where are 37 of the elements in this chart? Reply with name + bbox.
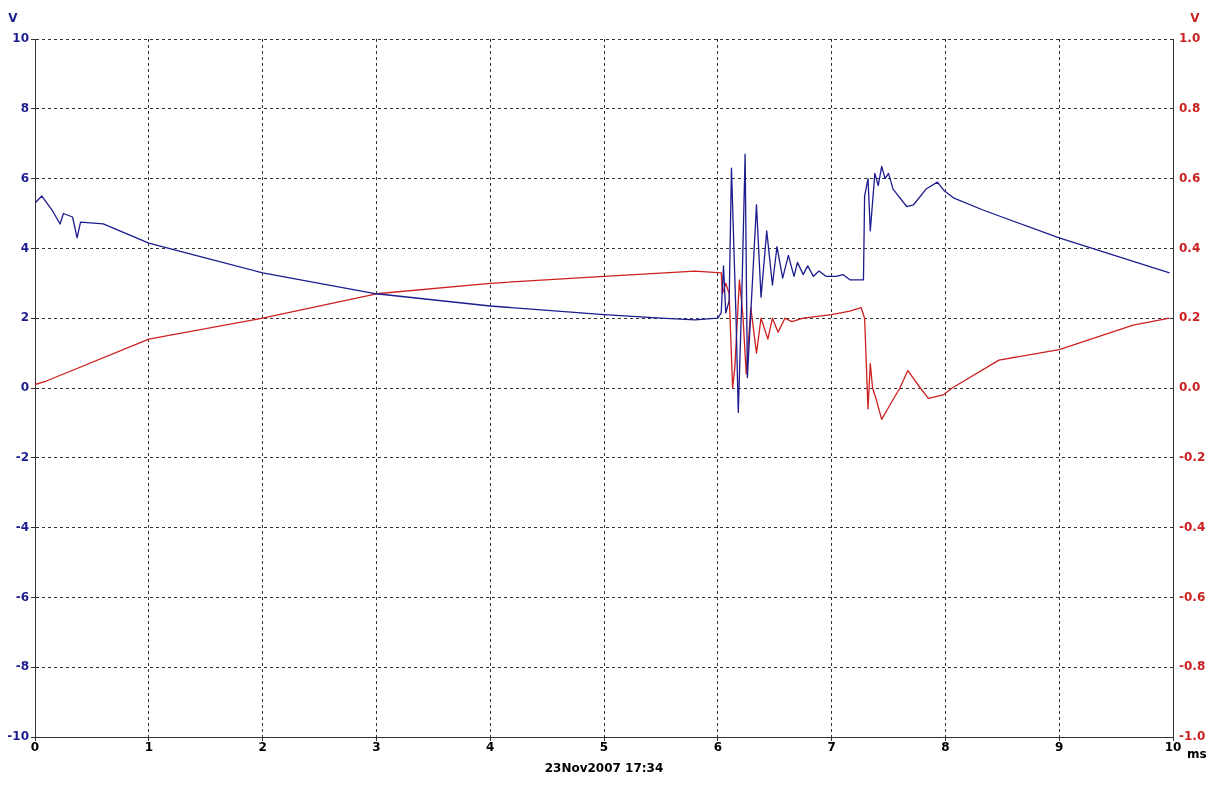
y2-tick-label: -1.0 bbox=[1179, 729, 1206, 744]
x-tick-label: 4 bbox=[486, 740, 495, 755]
y-tick-label: 6 bbox=[20, 170, 29, 185]
y-tick-label: -2 bbox=[15, 449, 29, 464]
x-tick-label: 0 bbox=[30, 740, 40, 755]
y-tick-label: 8 bbox=[20, 100, 29, 115]
y2-tick-label: 0.6 bbox=[1179, 170, 1201, 185]
x-tick-label: 10 bbox=[1164, 740, 1182, 755]
y2-tick-label: 0.0 bbox=[1179, 380, 1201, 395]
y2-tick-label: -0.6 bbox=[1179, 589, 1206, 604]
y-tick-label: 2 bbox=[20, 310, 29, 325]
x-tick-label: 3 bbox=[372, 740, 381, 755]
y-tick-label: -10 bbox=[7, 729, 29, 744]
y-axis-title: V bbox=[8, 11, 19, 26]
y2-tick-label: 0.8 bbox=[1179, 100, 1201, 115]
y-tick-label: 0 bbox=[20, 380, 29, 395]
text: 23Nov2007 17:34 bbox=[544, 761, 664, 776]
x-tick-label: 9 bbox=[1055, 740, 1064, 755]
x-tick-label: 1 bbox=[144, 740, 153, 755]
y2-axis-title: V bbox=[1190, 11, 1201, 26]
x-tick-label: 5 bbox=[599, 740, 609, 755]
y2-tick-label: 1.0 bbox=[1179, 31, 1201, 46]
x-tick-label: 6 bbox=[713, 740, 722, 755]
y-tick-label: -6 bbox=[15, 589, 29, 604]
y-tick-label: -8 bbox=[15, 659, 29, 674]
y-tick-label: 4 bbox=[20, 240, 29, 255]
x-tick-label: 7 bbox=[827, 740, 836, 755]
x-tick-label: 2 bbox=[258, 740, 267, 755]
y-tick-label: 10 bbox=[12, 31, 29, 46]
x-axis-title: ms bbox=[1187, 747, 1207, 762]
y-tick-label: -4 bbox=[15, 519, 29, 534]
y2-tick-label: -0.4 bbox=[1179, 519, 1206, 534]
y2-tick-label: -0.8 bbox=[1179, 659, 1206, 674]
y2-tick-label: 0.2 bbox=[1179, 310, 1201, 325]
y2-tick-label: -0.2 bbox=[1179, 449, 1206, 464]
x-tick-label: 8 bbox=[941, 740, 950, 755]
y2-tick-label: 0.4 bbox=[1179, 240, 1201, 255]
